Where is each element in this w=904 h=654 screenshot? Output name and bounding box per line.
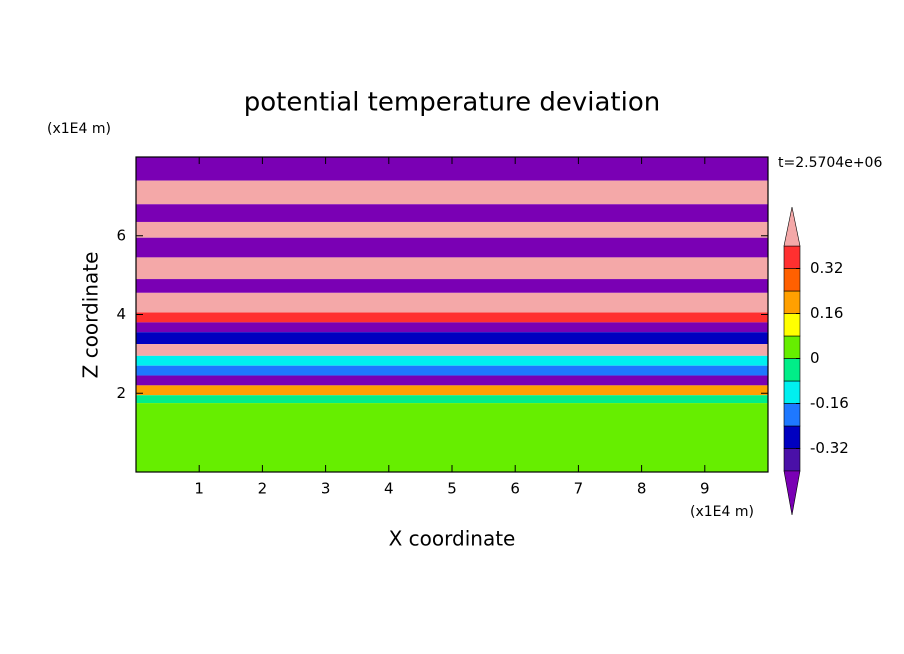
- field-band: [136, 322, 768, 333]
- chart-title: potential temperature deviation: [244, 88, 660, 118]
- colorbar-box: [783, 290, 801, 314]
- field-band: [136, 204, 768, 222]
- colorbar-box: [783, 425, 801, 449]
- field-band: [136, 344, 768, 356]
- colorbar-tick-label: 0.32: [810, 259, 843, 277]
- field-band: [136, 257, 768, 280]
- field-band: [136, 355, 768, 366]
- field-band: [136, 365, 768, 376]
- colorbar-box: [783, 358, 801, 382]
- colorbar-box: [783, 245, 801, 269]
- x-tick-label: 8: [637, 480, 647, 498]
- x-tick-label: 3: [321, 480, 331, 498]
- x-tick-label: 7: [574, 480, 584, 498]
- colorbar-extend-top: [783, 206, 801, 247]
- field-band: [136, 312, 768, 323]
- field-band: [136, 332, 768, 345]
- y-tick-label: 2: [116, 384, 126, 402]
- x-tick-label: 4: [384, 480, 394, 498]
- colorbar-tick-label: -0.16: [810, 394, 849, 412]
- x-tick-label: 2: [258, 480, 268, 498]
- colorbar-extend-bottom: [783, 470, 801, 516]
- field-band: [136, 221, 768, 238]
- field-band: [136, 385, 768, 396]
- field-band: [136, 180, 768, 205]
- x-axis-label: X coordinate: [389, 527, 516, 551]
- colorbar-tick-label: -0.32: [810, 439, 849, 457]
- colorbar-box: [783, 313, 801, 337]
- y-axis-label: Z coordinate: [79, 252, 103, 379]
- field-band: [136, 375, 768, 386]
- annotation: t=2.5704e+06: [778, 155, 882, 171]
- colorbar-box: [783, 448, 801, 472]
- field-band: [136, 395, 768, 404]
- x-unit: (x1E4 m): [690, 504, 754, 520]
- colorbar-box: [783, 403, 801, 427]
- field-band: [136, 237, 768, 258]
- colorbar-box: [783, 335, 801, 359]
- field-band: [136, 279, 768, 293]
- colorbar-tick-label: 0.16: [810, 304, 843, 322]
- x-tick-label: 6: [510, 480, 520, 498]
- x-tick-label: 5: [447, 480, 457, 498]
- x-tick-label: 1: [194, 480, 204, 498]
- y-unit: (x1E4 m): [47, 121, 111, 137]
- x-tick-label: 9: [700, 480, 710, 498]
- field-band: [136, 292, 768, 313]
- colorbar-box: [783, 268, 801, 292]
- field-band: [136, 157, 768, 181]
- colorbar-tick-label: 0: [810, 349, 820, 367]
- y-tick-label: 4: [116, 305, 126, 323]
- colorbar-box: [783, 380, 801, 404]
- y-tick-label: 6: [116, 226, 126, 244]
- field-band: [136, 403, 768, 472]
